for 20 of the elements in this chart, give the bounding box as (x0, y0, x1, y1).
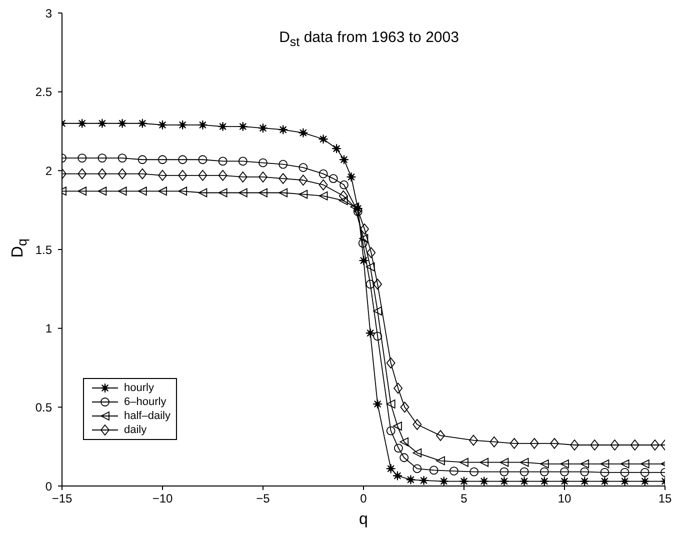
x-tick-label: −15 (52, 492, 72, 506)
x-tick-label: 10 (558, 492, 572, 506)
text: D$_{st}$ data from 1963 to 2003 (279, 29, 459, 49)
x-tick-label: −10 (152, 492, 173, 506)
y-tick-label: 0 (45, 479, 52, 494)
x-tick-label: 0 (360, 492, 368, 506)
y-tick-label: 2.5 (35, 85, 52, 100)
y-tick-label: 0.5 (35, 400, 52, 414)
x-tick-label: −5 (256, 492, 270, 506)
x-tick-label: 15 (658, 492, 672, 506)
y-tick-label: 3 (45, 6, 52, 20)
x-tick-label: 5 (460, 492, 468, 506)
y-tick-label: 1.5 (35, 242, 52, 257)
legend-label: 6–hourly (124, 396, 166, 408)
y-tick-label: 1 (45, 322, 52, 336)
legend-label: daily (124, 424, 147, 436)
legend-label: half–daily (124, 410, 170, 422)
legend-label: hourly (124, 382, 154, 394)
y-tick-label: 2 (45, 164, 52, 178)
x-axis-title: q (359, 511, 368, 528)
